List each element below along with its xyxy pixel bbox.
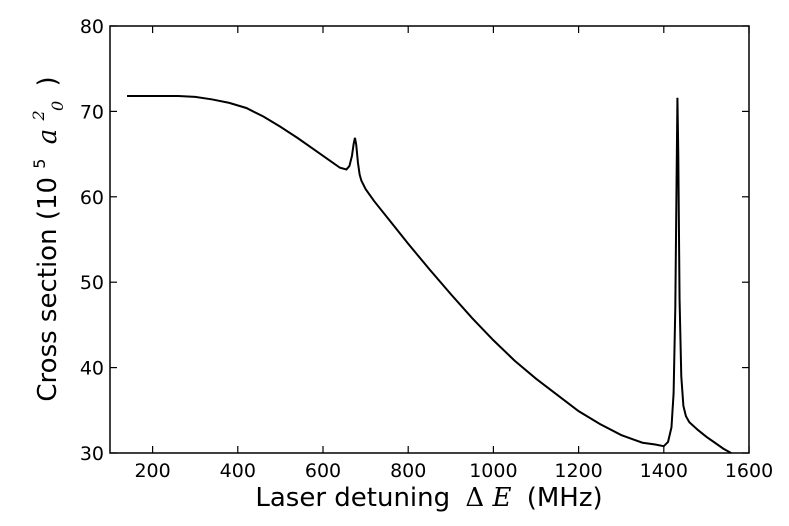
series-line [127,95,732,454]
x-tick-label: 1600 [725,460,773,482]
y-axis-label: Cross section (10 5 a 2 0 ) [21,76,70,401]
axis-ticks [110,25,750,454]
y-tick-label: 30 [80,443,104,465]
y-axis-label-text: Cross section (10 [33,177,63,402]
y-axis-label-close: ) [33,76,63,86]
x-axis-label-var: E [491,483,511,513]
y-tick-label: 40 [80,358,104,380]
y-axis-label-var: a [33,129,63,145]
y-axis-label-exponent: 5 [30,158,49,168]
y-tick-label: 60 [80,187,104,209]
x-tick-label: 600 [305,460,341,482]
axis-tick-labels: 200 400 600 800 1000 1200 1400 1600 30 40 50 60 70 80 [80,16,773,482]
y-axis-label-sup: 2 [29,110,48,121]
y-tick-label: 70 [80,101,104,123]
y-axis-label-sub: 0 [48,101,67,111]
x-axis-label: Laser detuning Δ E (MHz) [255,483,602,513]
plot-frame [109,25,750,454]
x-tick-label: 200 [134,460,170,482]
x-tick-label: 1200 [554,460,602,482]
x-tick-label: 400 [220,460,256,482]
x-tick-label: 1000 [469,460,517,482]
svg-text:Cross section (10 5: Cross section (10 5 a 2 0 ) [21,76,70,401]
x-tick-label: 1400 [640,460,688,482]
x-axis-label-unit: (MHz) [527,483,603,513]
x-axis-label-delta: Δ [465,483,484,513]
y-tick-label: 80 [80,16,104,38]
x-axis-label-text: Laser detuning [255,483,450,513]
y-tick-label: 50 [80,272,104,294]
x-tick-label: 800 [390,460,426,482]
